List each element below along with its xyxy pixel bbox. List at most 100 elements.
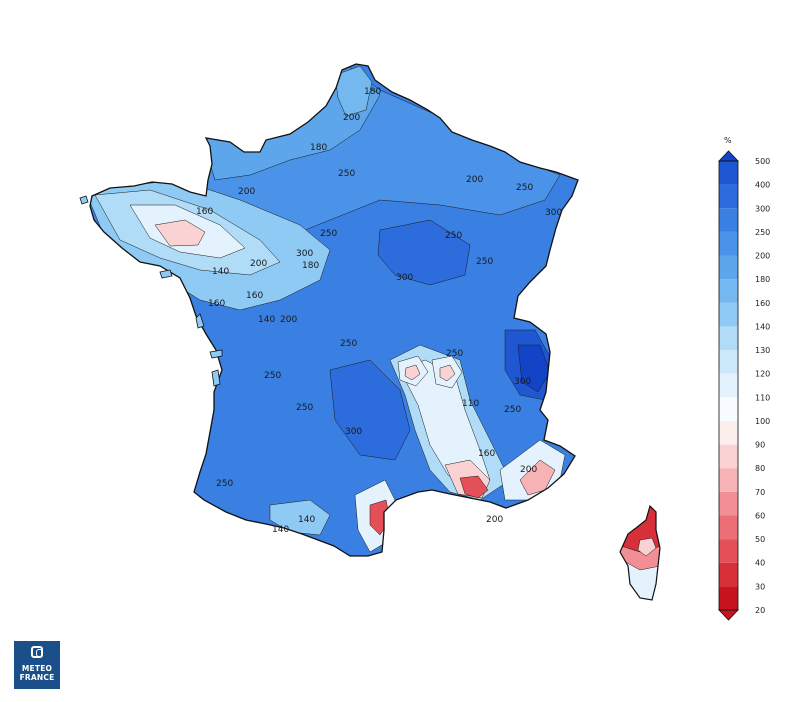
contour-labels: 180 200 180 250 200 250 300 250 200 160 … [196,87,562,535]
legend-color-bar: % 20304050607080901001101201301401601802… [718,136,770,621]
legend-tick-label: 400 [755,181,770,190]
corsica-outline [619,504,661,601]
contour-label: 250 [446,349,463,359]
legend-band [719,444,738,469]
contour-label: 250 [264,371,281,381]
contour-label: 250 [216,479,233,489]
contour-label: 200 [238,187,255,197]
legend-frame [718,160,739,611]
brittany-zone-90 [154,219,206,247]
contour-label: 200 [486,515,503,525]
legend-tick-label: 40 [755,559,765,568]
contour-label: 300 [296,249,313,259]
contour-label: 160 [478,449,495,459]
legend-band [719,586,738,610]
mainland-france [79,63,579,557]
legend-tick-label: 130 [755,346,770,355]
contour-label: 180 [302,261,319,271]
legend-tick-label: 70 [755,488,765,497]
contour-label: 140 [258,315,275,325]
legend-band [719,350,738,374]
meteo-france-logo: METEO FRANCE [14,641,60,689]
contour-label: 250 [504,405,521,415]
legend-labels: 20 30 40 50 60 70 80 90 100 110 120 130 140 160 180 200… [755,157,770,615]
legend-tick-label: 160 [755,299,770,308]
contour-label: 250 [516,183,533,193]
contour-label: 300 [514,377,531,387]
southwest-zone-300 [329,359,411,461]
legend-band [719,397,738,421]
provence-zone-60 [459,475,489,499]
contour-label: 200 [466,175,483,185]
legend-band [719,161,738,185]
alps-zone-500 [517,344,551,393]
legend-tick-label: 140 [755,322,770,331]
france-outline [89,63,579,557]
legend-tick-label: 60 [755,511,765,520]
corsica-zones [620,506,660,571]
legend-tick-label: 180 [755,275,770,284]
legend-band [719,326,738,351]
legend-band [719,491,738,516]
contour-label: 300 [345,427,362,437]
island-noirmoutier [195,313,205,329]
legend-tick-label: 200 [755,252,770,261]
contour-label: 200 [343,113,360,123]
contour-label: 180 [364,87,381,97]
island-belle-ile [159,269,173,279]
legend-tick-label: 250 [755,228,770,237]
contour-label: 200 [520,465,537,475]
contour-label: 160 [208,299,225,309]
contour-label: 250 [476,257,493,267]
legend-band [719,231,738,256]
contour-label: 160 [196,207,213,217]
legend-band [719,255,738,280]
contour-label: 300 [396,273,413,283]
contour-label: 160 [246,291,263,301]
legend-band [719,515,738,540]
center-zone-300 [377,219,471,286]
logo-text-line2: FRANCE [19,673,55,682]
legend-tick-label: 50 [755,535,765,544]
legend-tick-label: 110 [755,393,770,402]
legend-tick-label: 20 [755,606,765,615]
legend-tick-label: 80 [755,464,765,473]
legend-tick-label: 300 [755,204,770,213]
legend-band [719,184,738,209]
contour-label: 110 [462,399,479,409]
legend-tick-label: 30 [755,582,765,591]
contour-label: 140 [298,515,315,525]
legend-tick-label: 100 [755,417,770,426]
contour-label: 200 [280,315,297,325]
meteo-france-logo-mark [31,646,43,658]
corsica-peak [637,537,657,557]
legend-unit: % [724,136,732,145]
contour-label: 140 [212,267,229,277]
channel-zone-160 [334,65,373,117]
contour-label: 180 [310,143,327,153]
legend-tick-label: 90 [755,441,765,450]
contour-label: 250 [296,403,313,413]
contour-label: 250 [338,169,355,179]
contour-label: 250 [445,231,462,241]
legend-arrow-max [718,150,739,162]
riviera-zone-80 [519,459,556,496]
contour-label: 250 [340,339,357,349]
legend-arrow-min [718,609,739,621]
logo-text-line1: METEO [21,664,53,673]
legend-band [719,468,738,492]
auvergne-peak-90 [439,364,456,382]
contour-label: 200 [250,259,267,269]
legend-band [719,562,738,587]
massif-central-peak-90 [404,364,421,381]
legend-band [719,539,738,563]
legend-band [719,302,738,327]
island-re [209,349,223,359]
legend-tick-label: 120 [755,370,770,379]
island-ouessant [79,195,89,205]
corsica [619,504,661,601]
pyrenees-zone-160 [269,499,331,536]
legend-bands [718,150,739,621]
contour-label: 300 [545,208,562,218]
